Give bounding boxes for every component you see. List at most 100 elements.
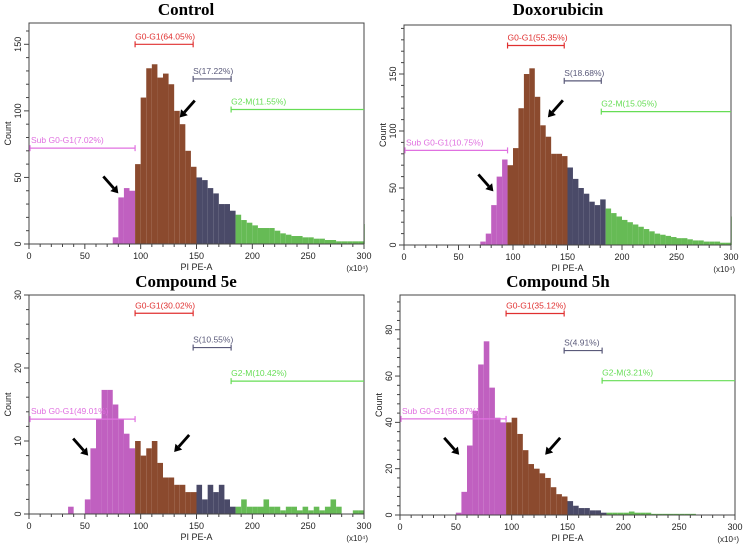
histogram-bar: [506, 422, 512, 515]
arrow-icon: [102, 175, 115, 190]
histogram-bar: [230, 506, 236, 514]
histogram-bar: [461, 491, 467, 515]
histogram-bar: [573, 505, 579, 515]
histogram-bar: [218, 484, 225, 514]
histogram-bar: [496, 176, 503, 245]
histogram-bar: [330, 499, 337, 514]
histogram-bar: [112, 404, 119, 514]
histogram-bar: [494, 417, 501, 515]
histogram-bar: [202, 499, 208, 514]
x-tick-label: 200: [614, 252, 629, 262]
histogram-bar: [673, 513, 680, 515]
histogram-bar: [163, 477, 169, 514]
arrow-head-icon: [485, 183, 494, 192]
histogram-bar: [118, 419, 124, 514]
histogram-bar: [467, 445, 473, 515]
histogram-bar: [550, 487, 557, 515]
histogram-bar: [714, 241, 721, 245]
y-tick-label: 60: [384, 371, 394, 381]
y-tick-label: 80: [384, 325, 394, 335]
gate-label: G2-M(11.55%): [231, 97, 286, 107]
y-axis-label: Count: [378, 123, 388, 148]
x-tick-label: 300: [723, 252, 738, 262]
histogram-bar: [455, 512, 462, 515]
histogram-bar: [572, 178, 579, 245]
histogram-bar: [207, 188, 214, 244]
x-axis-unit: (x10⁴): [346, 534, 368, 543]
histogram-bar: [302, 237, 309, 244]
histogram-bar: [336, 506, 342, 514]
histogram-bar: [491, 205, 497, 245]
histogram-bar: [308, 237, 314, 244]
gate-label: Sub G0-G1(7.02%): [31, 135, 104, 145]
histogram-bar: [640, 512, 646, 515]
y-tick-label: 30: [13, 290, 23, 300]
histogram-bar: [601, 512, 607, 515]
histogram-bar: [605, 208, 612, 245]
histogram-bar: [297, 236, 303, 244]
x-tick-label: 100: [133, 521, 148, 531]
y-tick-label: 0: [13, 241, 23, 246]
histogram-bar: [352, 241, 359, 244]
y-tick-label: 20: [13, 363, 23, 373]
gate-label: G2-M(15.05%): [601, 99, 657, 109]
histogram-bar: [606, 512, 613, 515]
histogram-bar: [185, 150, 191, 244]
histogram-bar: [687, 239, 693, 245]
histogram-bar: [662, 513, 668, 515]
arrow-head-icon: [547, 109, 556, 118]
histogram-bar: [720, 242, 726, 245]
histogram-bar: [645, 512, 652, 515]
arrow-icon: [551, 99, 564, 114]
x-tick-label: 100: [504, 522, 519, 532]
x-axis-unit: (x10⁴): [346, 264, 368, 273]
histogram-bar: [511, 417, 518, 515]
histogram-bar: [502, 159, 508, 245]
histogram-bar: [341, 241, 348, 244]
histogram-bar: [617, 512, 624, 515]
histogram-bar: [556, 494, 562, 515]
histogram-bar: [252, 506, 258, 514]
histogram-bar: [241, 499, 247, 514]
histogram-bar: [679, 513, 685, 515]
y-tick-label: 20: [384, 464, 394, 474]
histogram-compound-5e: 0 50 100 150 200 250 300 PI PE-A (x10⁴) 0 10 20 30 Co…: [3, 290, 372, 543]
histogram-bar: [291, 506, 297, 514]
gate-label: Sub G0-G1(56.87%): [402, 406, 480, 416]
histogram-bar: [725, 242, 731, 245]
y-tick-label: 0: [384, 512, 394, 517]
y-tick-label: 50: [13, 172, 23, 182]
histogram-bar: [692, 240, 699, 245]
histogram-bar: [347, 241, 353, 244]
histogram-bar: [611, 213, 617, 245]
x-tick-label: 200: [616, 522, 631, 532]
y-axis-label: Count: [374, 393, 384, 418]
histogram-bar: [135, 164, 141, 244]
histogram-bar: [213, 193, 219, 244]
histogram-compound-5h: 0 50 100 150 200 250 300 PI PE-A (x10⁴) 0 20 40 60 80…: [374, 294, 743, 544]
histogram-bar: [107, 389, 113, 514]
histogram-bar: [246, 222, 253, 244]
x-tick-label: 250: [301, 521, 316, 531]
histogram-bar: [179, 124, 186, 244]
histogram-bar: [485, 233, 492, 245]
histogram-bar: [623, 512, 629, 515]
x-tick-label: 100: [133, 251, 148, 261]
histogram-bar: [302, 506, 309, 514]
histogram-bar: [324, 506, 331, 514]
x-tick-label: 50: [80, 251, 90, 261]
histogram-bar: [285, 234, 292, 244]
panel-title: Doxorubicin: [512, 0, 604, 19]
y-tick-label: 150: [13, 37, 23, 52]
arrow-icon: [548, 436, 562, 451]
histogram-bar: [594, 205, 601, 245]
histogram-bar: [336, 241, 342, 244]
histogram-bar: [151, 64, 158, 244]
histogram-bar: [140, 97, 147, 244]
histogram-bar: [589, 201, 595, 245]
x-tick-label: 50: [451, 522, 461, 532]
histogram-bar: [681, 238, 688, 245]
x-tick-label: 300: [356, 251, 371, 261]
histogram-bar: [703, 241, 710, 245]
histogram-bar: [649, 231, 655, 245]
